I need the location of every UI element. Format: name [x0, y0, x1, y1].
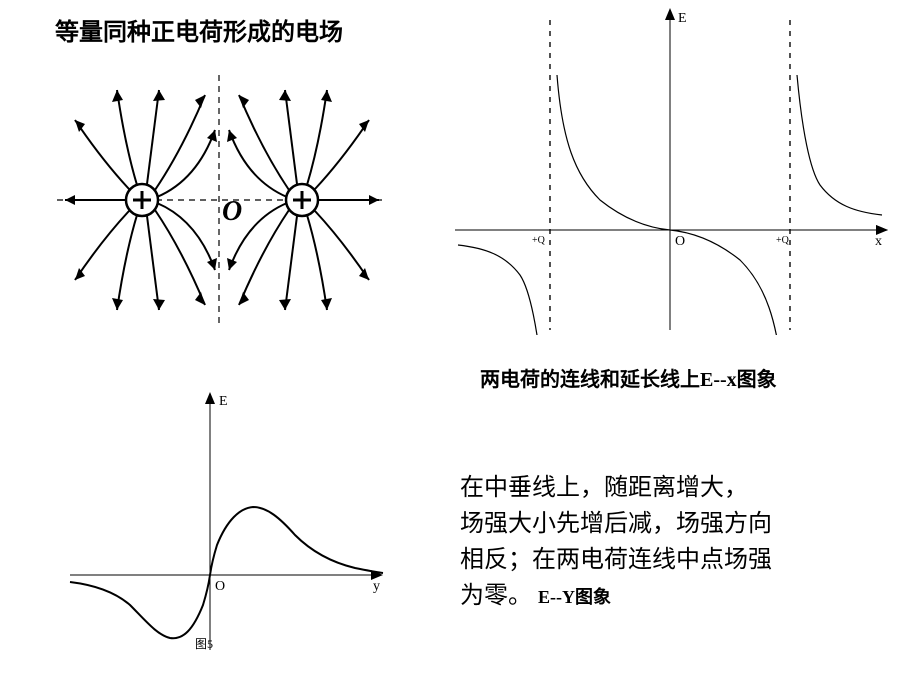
field-lines-diagram: O	[47, 60, 392, 335]
body-text: 在中垂线上，随距离增大， 场强大小先增后减，场强方向 相反；在两电荷连线中点场强…	[460, 470, 890, 614]
ex-charge-label-left: +Q	[532, 235, 546, 246]
ey-graph: E y O 图5	[60, 380, 390, 660]
ey-fig-label: 图5	[195, 637, 213, 651]
charge-right	[286, 184, 318, 216]
body-line-1: 在中垂线上，随距离增大，	[460, 475, 748, 501]
charge-left	[126, 184, 158, 216]
body-line-3: 相反；在两电荷连线中点场强	[460, 547, 772, 573]
body-line-2: 场强大小先增后减，场强方向	[460, 511, 772, 537]
ey-y-axis-label: E	[219, 394, 228, 409]
body-line-4: 为零。	[460, 583, 532, 609]
body-suffix-label: E--Y图象	[538, 587, 611, 607]
ey-x-axis-label: y	[373, 579, 380, 594]
ex-graph: E x O +Q +Q	[445, 5, 895, 335]
ex-charge-label-right: +Q	[776, 235, 790, 246]
origin-label: O	[222, 196, 242, 227]
ex-x-axis-label: x	[875, 234, 882, 249]
ex-origin-label: O	[675, 234, 685, 249]
ex-graph-caption: 两电荷的连线和延长线上E--x图象	[480, 363, 777, 392]
ex-y-axis-label: E	[678, 11, 687, 26]
ey-origin-label: O	[215, 579, 225, 594]
page-title: 等量同种正电荷形成的电场	[55, 12, 343, 47]
